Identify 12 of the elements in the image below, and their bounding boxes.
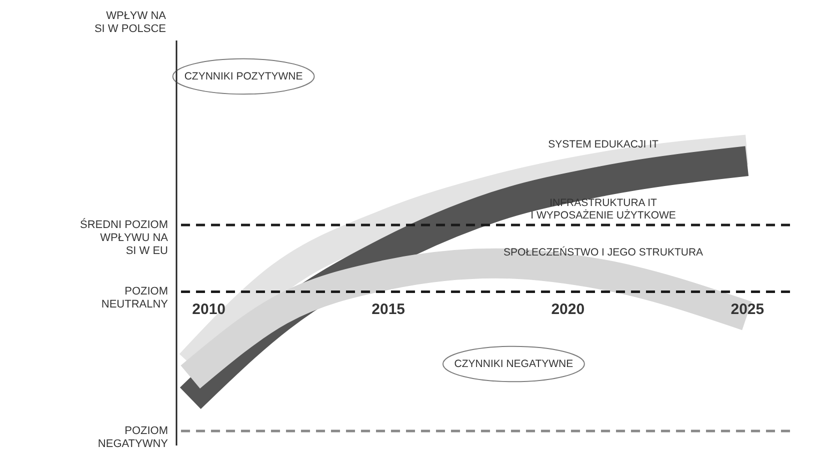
ref-line-label: POZIOM NEUTRALNY	[101, 286, 169, 311]
text: CZYNNIKI POZYTYWNE	[184, 70, 303, 82]
x-tick-label: 2010	[192, 301, 226, 318]
series-label: SPOŁECZEŃSTWO I JEGO STRUKTURA	[504, 246, 704, 259]
x-tick-label: 2020	[551, 301, 585, 318]
ref-line-label: POZIOM NEGATYWNY	[98, 424, 169, 450]
ref-line-label: ŚREDNI POZIOM WPŁYWU NA SI W EU	[80, 218, 169, 257]
series-label: SYSTEM EDUKACJI IT	[548, 138, 660, 151]
x-tick-label: 2025	[730, 301, 764, 318]
x-tick-label: 2015	[372, 301, 406, 318]
text: WPŁYW NA SI W POLSCE	[94, 10, 167, 35]
annotation: CZYNNIKI NEGATYWNE	[454, 358, 574, 370]
